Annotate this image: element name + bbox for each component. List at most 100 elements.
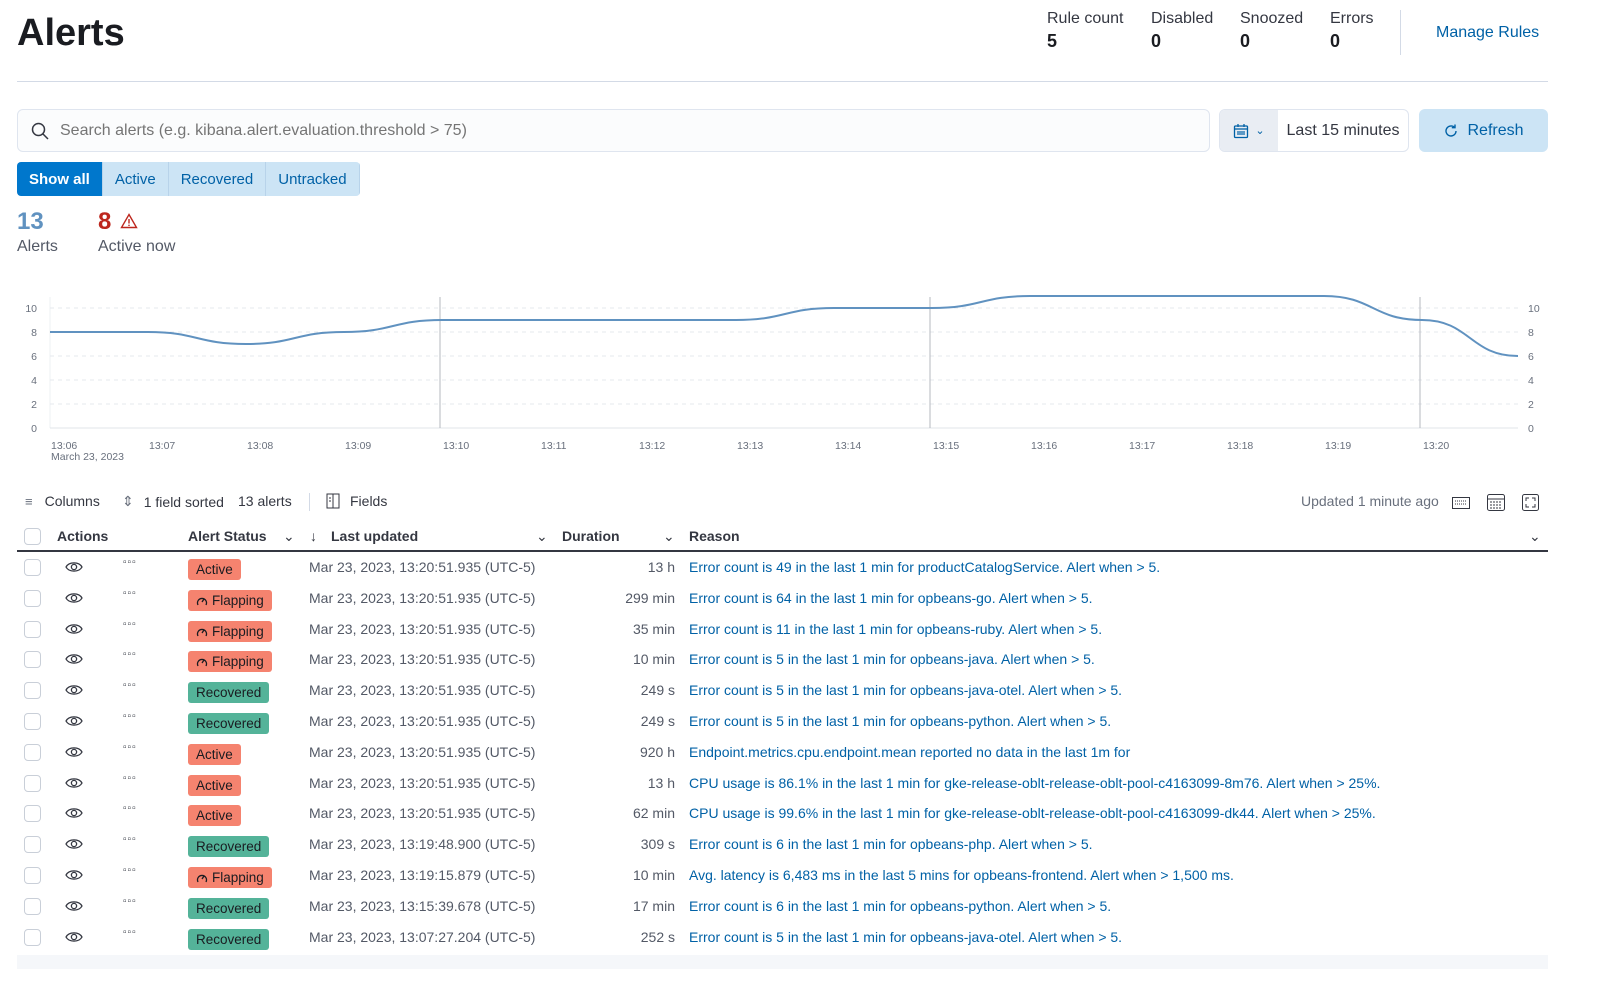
stat-value: 0 bbox=[1330, 31, 1341, 51]
chevron-down-icon[interactable]: ⌄ bbox=[283, 528, 295, 544]
more-actions-icon[interactable]: ▫▫▫ bbox=[123, 834, 137, 846]
manage-rules-link[interactable]: Manage Rules bbox=[1436, 24, 1540, 41]
refresh-label: Refresh bbox=[1467, 121, 1524, 139]
column-reason[interactable]: Reason bbox=[689, 528, 740, 544]
x-tick-label: 13:14 bbox=[835, 440, 861, 452]
date-picker[interactable]: ⌄ Last 15 minutes bbox=[1219, 109, 1409, 152]
last-updated-cell: Mar 23, 2023, 13:07:27.204 (UTC-5) bbox=[309, 928, 536, 945]
warning-icon bbox=[120, 213, 138, 229]
stat-label: Rule count bbox=[1047, 10, 1124, 27]
row-checkbox[interactable] bbox=[24, 743, 41, 761]
reason-link[interactable]: Error count is 49 in the last 1 min for … bbox=[689, 559, 1161, 575]
date-range-label[interactable]: Last 15 minutes bbox=[1286, 121, 1400, 139]
chevron-down-icon[interactable]: ⌄ bbox=[663, 528, 675, 544]
search-input[interactable] bbox=[60, 121, 1209, 140]
more-actions-icon[interactable]: ▫▫▫ bbox=[123, 649, 137, 661]
reason-link[interactable]: CPU usage is 86.1% in the last 1 min for… bbox=[689, 774, 1381, 791]
more-actions-icon[interactable]: ▫▫▫ bbox=[123, 711, 137, 722]
reason-link[interactable]: Endpoint.metrics.cpu.endpoint.mean repor… bbox=[689, 743, 1131, 760]
reason-link[interactable]: Error count is 5 in the last 1 min for o… bbox=[689, 682, 1123, 699]
reason-link[interactable]: Error count is 64 in the last 1 min for … bbox=[689, 589, 1093, 606]
y-tick-label: 10 bbox=[25, 303, 37, 315]
y-tick-label-right: 10 bbox=[1528, 303, 1540, 315]
search-bar[interactable] bbox=[17, 109, 1210, 152]
eye-icon[interactable] bbox=[65, 622, 83, 636]
reason-link[interactable]: Error count is 5 in the last 1 min for o… bbox=[689, 928, 1123, 945]
column-alert-status[interactable]: Alert Status bbox=[188, 528, 267, 544]
alerts-history-chart: 0 0 2 2 4 4 6 6 8 8 10 10 13:06 13:07 13:08 13:09 13:10 1… bbox=[25, 295, 1540, 463]
reason-link[interactable]: Error count is 5 in the last 1 min for o… bbox=[689, 651, 1095, 668]
reason-link[interactable]: Avg. latency is 6,483 ms in the last 5 m… bbox=[689, 867, 1234, 883]
filter-active[interactable]: Active bbox=[102, 162, 169, 196]
eye-icon[interactable] bbox=[65, 806, 83, 820]
chevron-down-icon[interactable]: ⌄ bbox=[536, 528, 548, 544]
eye-icon[interactable] bbox=[65, 899, 83, 913]
eye-icon[interactable] bbox=[65, 560, 83, 574]
row-checkbox[interactable] bbox=[24, 620, 41, 638]
column-duration[interactable]: Duration bbox=[562, 528, 620, 544]
reason-link[interactable]: Error count is 6 in the last 1 min for o… bbox=[689, 897, 1112, 914]
row-checkbox[interactable] bbox=[24, 589, 41, 607]
last-updated-cell: Mar 23, 2023, 13:20:51.935 (UTC-5) bbox=[309, 774, 536, 791]
reason-link[interactable]: Error count is 5 in the last 1 min for o… bbox=[689, 713, 1112, 729]
columns-button[interactable]: ≡ Columns bbox=[25, 493, 100, 509]
status-label: Flapping bbox=[212, 592, 264, 608]
refresh-button[interactable]: Refresh bbox=[1419, 109, 1548, 152]
x-tick-label: 13:17 bbox=[1129, 440, 1155, 452]
row-checkbox[interactable] bbox=[24, 713, 41, 730]
row-checkbox[interactable] bbox=[24, 897, 41, 915]
y-tick-label-right: 8 bbox=[1528, 327, 1534, 339]
fields-button[interactable]: Fields bbox=[326, 493, 387, 509]
last-updated-cell: Mar 23, 2023, 13:19:15.879 (UTC-5) bbox=[309, 867, 536, 883]
last-updated-cell: Mar 23, 2023, 13:20:51.935 (UTC-5) bbox=[309, 713, 536, 729]
eye-icon[interactable] bbox=[65, 776, 83, 790]
more-actions-icon[interactable]: ▫▫▫ bbox=[123, 926, 137, 938]
filter-show-all[interactable]: Show all bbox=[17, 162, 103, 196]
row-checkbox[interactable] bbox=[24, 559, 41, 576]
eye-icon[interactable] bbox=[65, 652, 83, 666]
row-checkbox[interactable] bbox=[24, 651, 41, 669]
select-all-checkbox[interactable] bbox=[24, 528, 41, 545]
last-updated-cell: Mar 23, 2023, 13:19:48.900 (UTC-5) bbox=[309, 836, 536, 853]
row-density-icon[interactable] bbox=[1487, 494, 1505, 511]
more-actions-icon[interactable]: ▫▫▫ bbox=[123, 803, 137, 815]
more-actions-icon[interactable]: ▫▫▫ bbox=[123, 618, 137, 630]
chevron-down-icon[interactable]: ⌄ bbox=[1529, 528, 1541, 544]
fullscreen-icon[interactable] bbox=[1522, 494, 1539, 511]
row-checkbox[interactable] bbox=[24, 836, 41, 854]
eye-icon[interactable] bbox=[65, 591, 83, 605]
more-actions-icon[interactable]: ▫▫▫ bbox=[123, 587, 137, 599]
more-actions-icon[interactable]: ▫▫▫ bbox=[123, 557, 137, 568]
reason-link[interactable]: CPU usage is 99.6% in the last 1 min for… bbox=[689, 805, 1376, 822]
row-checkbox[interactable] bbox=[24, 928, 41, 946]
more-actions-icon[interactable]: ▫▫▫ bbox=[123, 741, 137, 753]
eye-icon[interactable] bbox=[65, 837, 83, 851]
filter-recovered[interactable]: Recovered bbox=[168, 162, 267, 196]
sort-button[interactable]: ⇕ 1 field sorted bbox=[122, 493, 224, 510]
more-actions-icon[interactable]: ▫▫▫ bbox=[123, 895, 137, 907]
row-checkbox[interactable] bbox=[24, 682, 41, 700]
more-actions-icon[interactable]: ▫▫▫ bbox=[123, 680, 137, 692]
filter-untracked[interactable]: Untracked bbox=[266, 162, 360, 196]
more-actions-icon[interactable]: ▫▫▫ bbox=[123, 865, 137, 876]
row-checkbox[interactable] bbox=[24, 805, 41, 823]
reason-link[interactable]: Error count is 11 in the last 1 min for … bbox=[689, 620, 1103, 637]
row-checkbox[interactable] bbox=[24, 867, 41, 884]
status-badge: Recovered bbox=[188, 897, 270, 919]
duration-cell: 35 min bbox=[632, 620, 675, 637]
eye-icon[interactable] bbox=[65, 868, 83, 882]
eye-icon[interactable] bbox=[65, 714, 83, 728]
y-tick-label: 4 bbox=[31, 375, 37, 387]
quick-select-button[interactable]: ⌄ bbox=[1220, 110, 1278, 151]
eye-icon[interactable] bbox=[65, 930, 83, 944]
reason-link[interactable]: Error count is 6 in the last 1 min for o… bbox=[689, 836, 1093, 853]
column-last-updated[interactable]: Last updated bbox=[331, 528, 419, 544]
table-row: ▫▫▫ Recovered Mar 23, 2023, 13:19:48.900… bbox=[17, 829, 1548, 860]
duration-cell: 13 h bbox=[647, 559, 675, 575]
keyboard-icon[interactable] bbox=[1452, 496, 1470, 510]
scrollbar-track[interactable] bbox=[17, 955, 1548, 969]
eye-icon[interactable] bbox=[65, 745, 83, 759]
eye-icon[interactable] bbox=[65, 683, 83, 697]
more-actions-icon[interactable]: ▫▫▫ bbox=[123, 772, 137, 784]
row-checkbox[interactable] bbox=[24, 774, 41, 792]
